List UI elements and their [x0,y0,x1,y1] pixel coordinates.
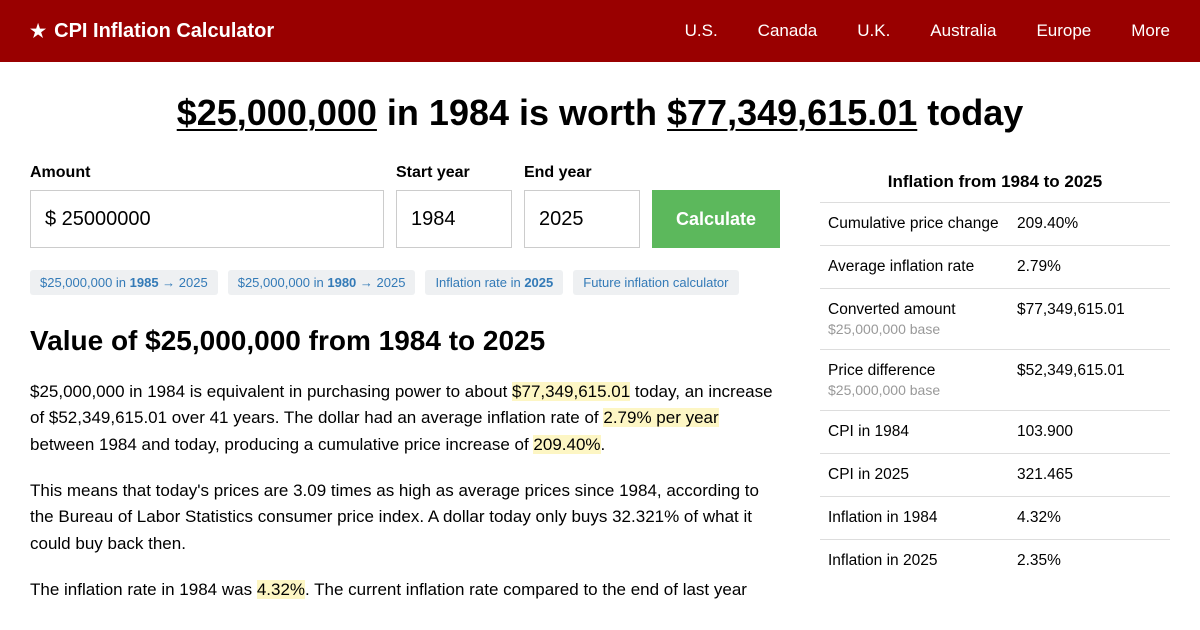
nav-link-more[interactable]: More [1131,21,1170,41]
stats-row: Inflation in 19844.32% [820,497,1170,540]
top-nav: U.S. Canada U.K. Australia Europe More [685,21,1170,41]
stats-row: Cumulative price change209.40% [820,203,1170,246]
start-year-input[interactable] [396,190,512,248]
brand-text: CPI Inflation Calculator [54,20,274,43]
calculator-form: Amount Start year End year Calculate [30,164,780,248]
nav-link-australia[interactable]: Australia [930,21,996,41]
paragraph-1: $25,000,000 in 1984 is equivalent in pur… [30,379,780,458]
stats-value: 2.35% [1009,540,1170,583]
stats-label: Average inflation rate [820,246,1009,289]
stats-label: Cumulative price change [820,203,1009,246]
stats-value: $77,349,615.01 [1009,289,1170,350]
paragraph-2: This means that today's prices are 3.09 … [30,478,780,557]
chip-1985[interactable]: $25,000,000 in 1985 → 2025 [30,270,218,295]
stats-row: CPI in 2025321.465 [820,454,1170,497]
stats-row: CPI in 1984103.900 [820,411,1170,454]
stats-value: 209.40% [1009,203,1170,246]
stats-label: Converted amount$25,000,000 base [820,289,1009,350]
section-heading: Value of $25,000,000 from 1984 to 2025 [30,325,780,357]
nav-link-us[interactable]: U.S. [685,21,718,41]
brand[interactable]: ★ CPI Inflation Calculator [30,20,274,43]
chip-rate-2025[interactable]: Inflation rate in 2025 [425,270,563,295]
start-year-label: Start year [396,164,512,182]
stats-title: Inflation from 1984 to 2025 [820,164,1170,202]
nav-link-uk[interactable]: U.K. [857,21,890,41]
stats-label: Inflation in 1984 [820,497,1009,540]
stats-row: Average inflation rate2.79% [820,246,1170,289]
end-year-label: End year [524,164,640,182]
paragraph-3: The inflation rate in 1984 was 4.32%. Th… [30,577,780,603]
amount-input[interactable] [30,190,384,248]
stats-value: 2.79% [1009,246,1170,289]
stats-value: 321.465 [1009,454,1170,497]
stats-label: Price difference$25,000,000 base [820,350,1009,411]
title-result: $77,349,615.01 [667,92,917,133]
stats-label: CPI in 2025 [820,454,1009,497]
stats-value: 4.32% [1009,497,1170,540]
star-icon: ★ [30,21,46,42]
stats-label: CPI in 1984 [820,411,1009,454]
chip-future[interactable]: Future inflation calculator [573,270,738,295]
nav-link-europe[interactable]: Europe [1036,21,1091,41]
amount-label: Amount [30,164,384,182]
stats-sublabel: $25,000,000 base [828,321,1001,337]
stats-value: $52,349,615.01 [1009,350,1170,411]
title-amount: $25,000,000 [177,92,377,133]
calculate-button[interactable]: Calculate [652,190,780,248]
stats-label: Inflation in 2025 [820,540,1009,583]
body-text: $25,000,000 in 1984 is equivalent in pur… [30,379,780,603]
main-content: $25,000,000 in 1984 is worth $77,349,615… [0,62,1200,623]
stats-value: 103.900 [1009,411,1170,454]
stats-sublabel: $25,000,000 base [828,382,1001,398]
chip-1980[interactable]: $25,000,000 in 1980 → 2025 [228,270,416,295]
end-year-input[interactable] [524,190,640,248]
stats-row: Price difference$25,000,000 base$52,349,… [820,350,1170,411]
nav-link-canada[interactable]: Canada [758,21,818,41]
stats-sidebar: Inflation from 1984 to 2025 Cumulative p… [820,164,1170,623]
stats-row: Inflation in 20252.35% [820,540,1170,583]
page-title: $25,000,000 in 1984 is worth $77,349,615… [30,92,1170,134]
site-header: ★ CPI Inflation Calculator U.S. Canada U… [0,0,1200,62]
stats-row: Converted amount$25,000,000 base$77,349,… [820,289,1170,350]
related-chips: $25,000,000 in 1985 → 2025 $25,000,000 i… [30,270,780,295]
stats-table: Cumulative price change209.40%Average in… [820,202,1170,582]
